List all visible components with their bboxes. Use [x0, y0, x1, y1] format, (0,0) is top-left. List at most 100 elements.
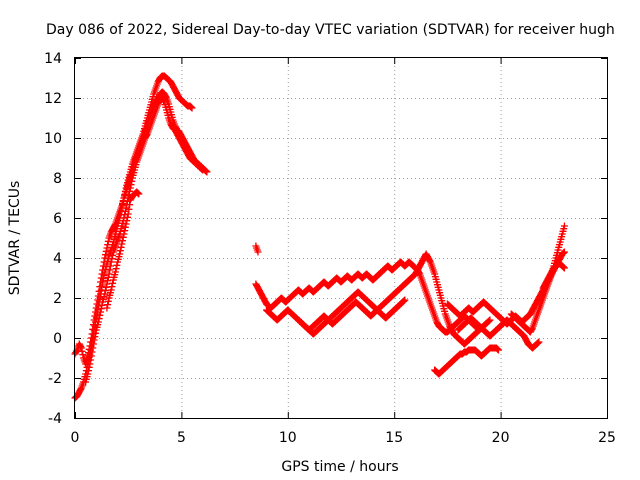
- data-point: [77, 344, 85, 352]
- data-point: [96, 311, 104, 319]
- plot-frame: [74, 57, 608, 419]
- data-point: [97, 274, 105, 282]
- data-point: [94, 318, 102, 326]
- data-point: [188, 104, 196, 112]
- data-point: [89, 325, 97, 333]
- data-point: [103, 244, 111, 252]
- y-tick-label: -2: [48, 371, 62, 387]
- data-point: [560, 248, 568, 256]
- data-point: [126, 184, 134, 192]
- data-point: [100, 258, 108, 266]
- data-point: [90, 336, 98, 344]
- data-point: [111, 221, 119, 229]
- data-point: [560, 222, 568, 230]
- data-point: [107, 286, 115, 294]
- data-point: [84, 370, 92, 378]
- data-point: [106, 266, 114, 274]
- data-point: [97, 278, 105, 286]
- data-point: [494, 346, 502, 354]
- series-arc-i: [431, 344, 502, 378]
- data-point: [202, 167, 210, 175]
- data-point: [113, 261, 121, 269]
- x-axis-label: GPS time / hours: [281, 459, 398, 475]
- data-point: [160, 97, 168, 105]
- data-series: [71, 72, 568, 402]
- data-point: [126, 187, 134, 195]
- data-point: [560, 249, 568, 257]
- data-point: [102, 287, 110, 295]
- data-point: [102, 283, 110, 291]
- data-point: [104, 277, 112, 285]
- data-point: [533, 339, 541, 347]
- data-point: [104, 297, 112, 305]
- data-point: [122, 220, 130, 228]
- x-tick-label: 20: [492, 430, 510, 446]
- chart-title: Day 086 of 2022, Sidereal Day-to-day VTE…: [46, 22, 615, 38]
- data-point: [93, 300, 101, 308]
- data-point: [400, 297, 408, 305]
- data-point: [78, 347, 86, 355]
- data-point: [187, 103, 195, 111]
- data-point: [559, 249, 567, 257]
- data-point: [133, 189, 141, 197]
- data-point: [98, 301, 106, 309]
- data-point: [101, 254, 109, 262]
- data-point: [123, 217, 131, 225]
- data-point: [94, 292, 102, 300]
- data-point: [399, 297, 407, 305]
- data-point: [105, 270, 113, 278]
- data-point: [112, 265, 120, 273]
- data-point: [254, 248, 262, 256]
- data-point: [94, 296, 102, 304]
- data-point: [535, 338, 543, 346]
- data-point: [485, 317, 493, 325]
- tick-labels: 0 5 10 15 20 25 -4 -2 0 2 4 6 8 10 12 14: [44, 51, 616, 446]
- data-point: [128, 177, 136, 185]
- data-point: [134, 189, 142, 197]
- x-tick-label: 15: [385, 430, 403, 446]
- data-point: [102, 247, 110, 255]
- data-point: [77, 385, 85, 393]
- x-tick-label: 10: [279, 430, 297, 446]
- y-tick-label: 6: [53, 211, 62, 227]
- data-point: [107, 258, 115, 266]
- data-point: [486, 316, 494, 324]
- data-point: [104, 241, 112, 249]
- y-tick-label: -4: [48, 411, 62, 427]
- y-tick-label: 2: [53, 291, 62, 307]
- data-point: [106, 262, 114, 270]
- data-point: [560, 264, 568, 272]
- data-point: [534, 339, 542, 347]
- data-point: [85, 363, 93, 371]
- data-point: [135, 190, 143, 198]
- data-point: [559, 263, 567, 271]
- data-point: [126, 201, 134, 209]
- data-point: [86, 360, 94, 368]
- data-point: [95, 287, 103, 295]
- data-point: [87, 356, 95, 364]
- y-tick-label: 0: [53, 331, 62, 347]
- data-point: [104, 301, 112, 309]
- data-point: [103, 280, 111, 288]
- data-point: [121, 223, 129, 231]
- data-point: [203, 168, 211, 176]
- data-point: [97, 308, 105, 316]
- data-point: [77, 343, 85, 351]
- x-tick-label: 25: [598, 430, 616, 446]
- data-point: [116, 247, 124, 255]
- series-arc-k: [454, 314, 543, 352]
- data-point: [118, 240, 126, 248]
- data-point: [104, 237, 112, 245]
- data-point: [116, 250, 124, 258]
- data-point: [79, 351, 87, 359]
- data-point: [143, 131, 151, 139]
- y-axis-label: SDTVAR / TECUs: [7, 181, 23, 296]
- data-point: [88, 348, 96, 356]
- data-point: [92, 304, 100, 312]
- data-point: [119, 237, 127, 245]
- data-point: [91, 333, 99, 341]
- y-tick-label: 10: [44, 131, 62, 147]
- data-point: [87, 352, 95, 360]
